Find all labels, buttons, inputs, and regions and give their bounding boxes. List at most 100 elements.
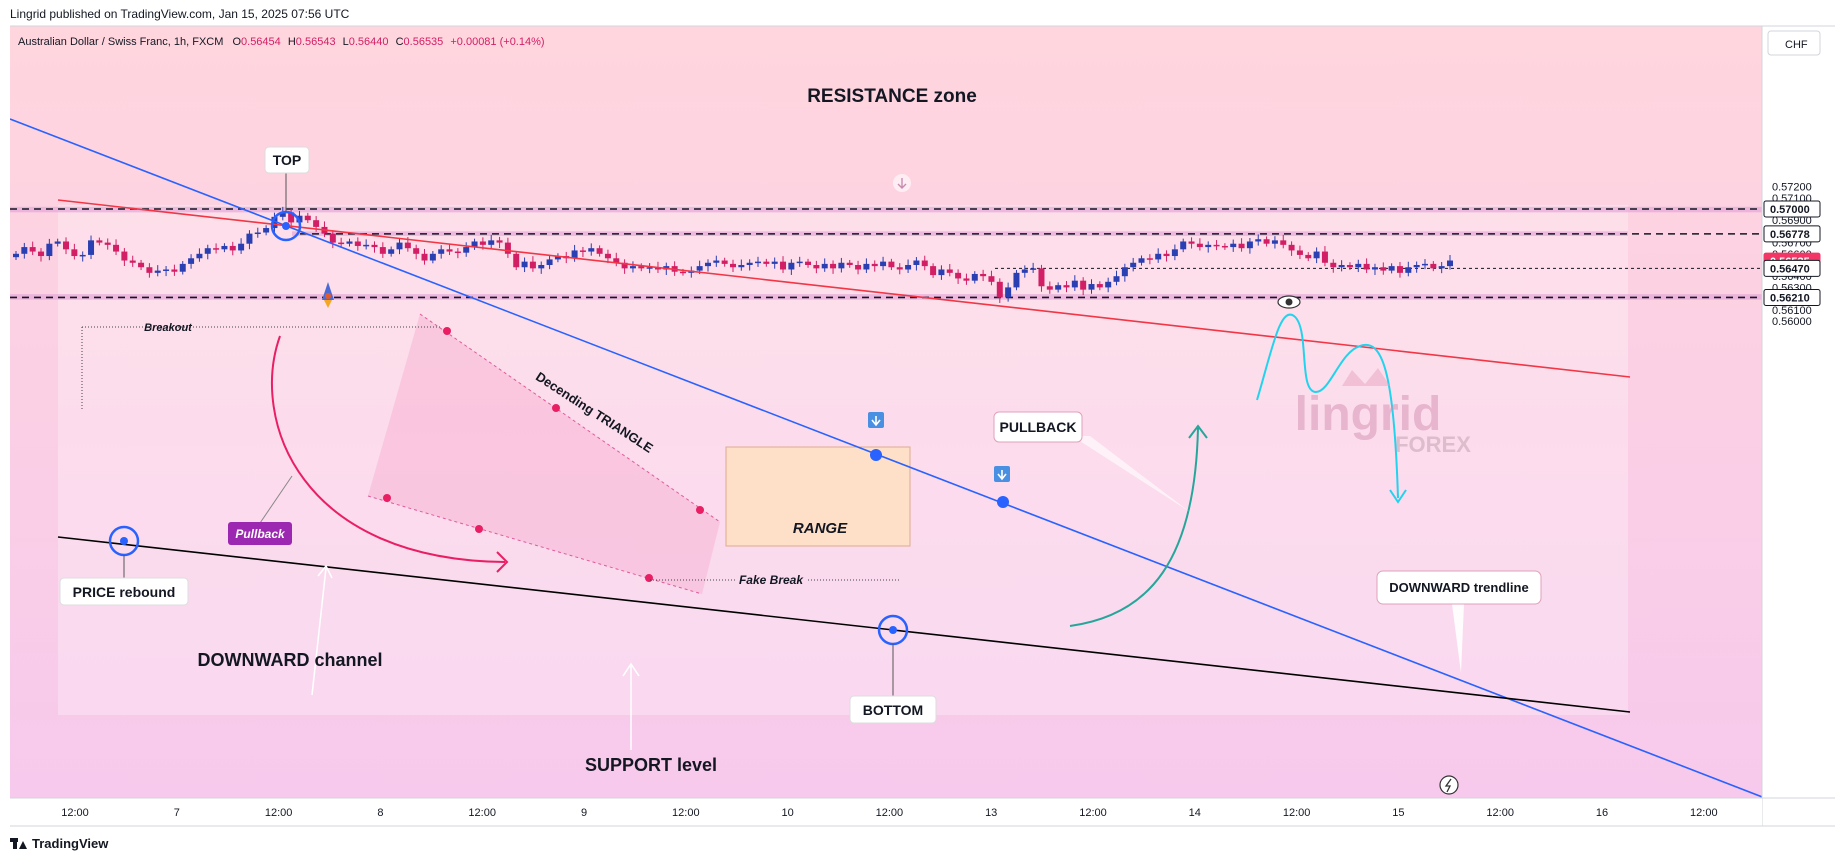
candle-body [63,241,70,250]
triangle-shape [368,314,720,594]
candle-body [1221,245,1228,248]
currency-badge[interactable]: CHF [1767,30,1821,56]
candle-body [13,253,19,258]
price-tick-label: 0.56000 [1772,316,1812,328]
price-tag[interactable] [1763,288,1821,306]
pullback-callout-tail [1072,436,1190,512]
time-tick-label: 12:00 [876,807,904,819]
candle-body [196,253,203,259]
tradingview-footer[interactable]: TradingView [10,836,108,851]
candle-body [429,253,436,261]
pink-arrowhead [496,551,509,573]
red-resistance-trendline[interactable] [57,199,1631,378]
candle-body [1338,265,1345,268]
candle-body [1155,253,1162,260]
triangle-point [696,506,704,514]
price-axis[interactable] [1762,26,1835,798]
candle-body [538,265,545,269]
blue-downtrend-line[interactable] [10,118,1765,798]
candle-body [1438,266,1445,269]
candle-body [713,260,720,263]
change-value: +0.00081 (+0.14%) [450,36,544,48]
candle-body [830,263,837,269]
low-value: 0.56440 [349,36,389,48]
candle-body [129,260,136,263]
candle-body [646,267,653,269]
watermark-lingrid: lingrid [1295,388,1442,441]
pullback-dot [997,496,1009,508]
candle-body [1355,263,1362,268]
candle-body [229,245,236,251]
candle-body [1271,240,1278,244]
candle-body [1038,268,1045,287]
candle-body [1280,240,1287,245]
candle-body [79,254,86,257]
open-value: 0.56454 [241,36,281,48]
open-label: O [232,36,241,48]
candle-body [446,249,453,252]
candle-body [521,261,528,268]
candle-body [529,261,536,269]
tradingview-brand: TradingView [32,836,109,851]
candle-body [746,262,753,265]
time-tick-label: 15 [1392,807,1404,819]
candle-body [438,249,445,254]
candle-body [471,241,478,248]
close-value: 0.56535 [404,36,444,48]
price-tag-label: 0.56470 [1770,263,1810,275]
candle-body [1188,241,1195,244]
channel-pointer-head [317,564,333,579]
candle-body [621,262,628,269]
candle-body [288,212,295,223]
candle-body [1321,251,1328,263]
candle-body [1430,263,1437,269]
candle-body [1163,253,1170,257]
candle-body [1071,280,1078,288]
triangle-point [645,574,653,582]
price-tag[interactable] [1763,200,1821,218]
top-callout: TOP [264,146,310,174]
candle-body [579,250,586,252]
candle-body [1330,262,1337,268]
candle-body [1421,263,1428,266]
candle-body [113,244,120,252]
candle-body [496,240,503,243]
candle-body [721,260,728,264]
candle-body [1305,254,1312,259]
bottom-callout: BOTTOM [849,695,937,724]
candle-body [38,251,45,257]
triangle-point [552,404,560,412]
candle-body [1171,249,1178,257]
time-tick-label: 8 [377,807,383,819]
candle-body [1238,243,1245,249]
candle-body [488,240,495,245]
price-tag[interactable] [1763,225,1821,243]
candle-body [696,266,703,271]
candle-body [1255,239,1262,242]
low-label: L [343,36,349,48]
candle-body [921,260,928,267]
candle-body [304,215,311,221]
black-channel-support-line[interactable] [57,536,1631,713]
range-breakout-dot [870,449,882,461]
candle-body [204,248,211,254]
candle-body [1205,244,1212,248]
candle-body [171,269,178,272]
candle-body [1388,266,1395,271]
candle-body [1021,269,1028,273]
time-axis[interactable] [10,798,1762,826]
triangle-point [443,327,451,335]
candle-body [971,273,978,281]
pullback-small-callout: Pullback [228,522,292,545]
support-level-label: SUPPORT level [585,755,717,775]
candle-body [1088,284,1095,290]
candle-body [71,249,78,257]
candle-body [596,248,603,254]
price-tag[interactable] [1763,259,1821,277]
time-tick-label: 16 [1596,807,1608,819]
candle-body [463,247,470,253]
candle-body [46,243,53,257]
lightning-icon[interactable] [1439,775,1459,795]
fake-break-label: Fake Break [739,573,804,587]
